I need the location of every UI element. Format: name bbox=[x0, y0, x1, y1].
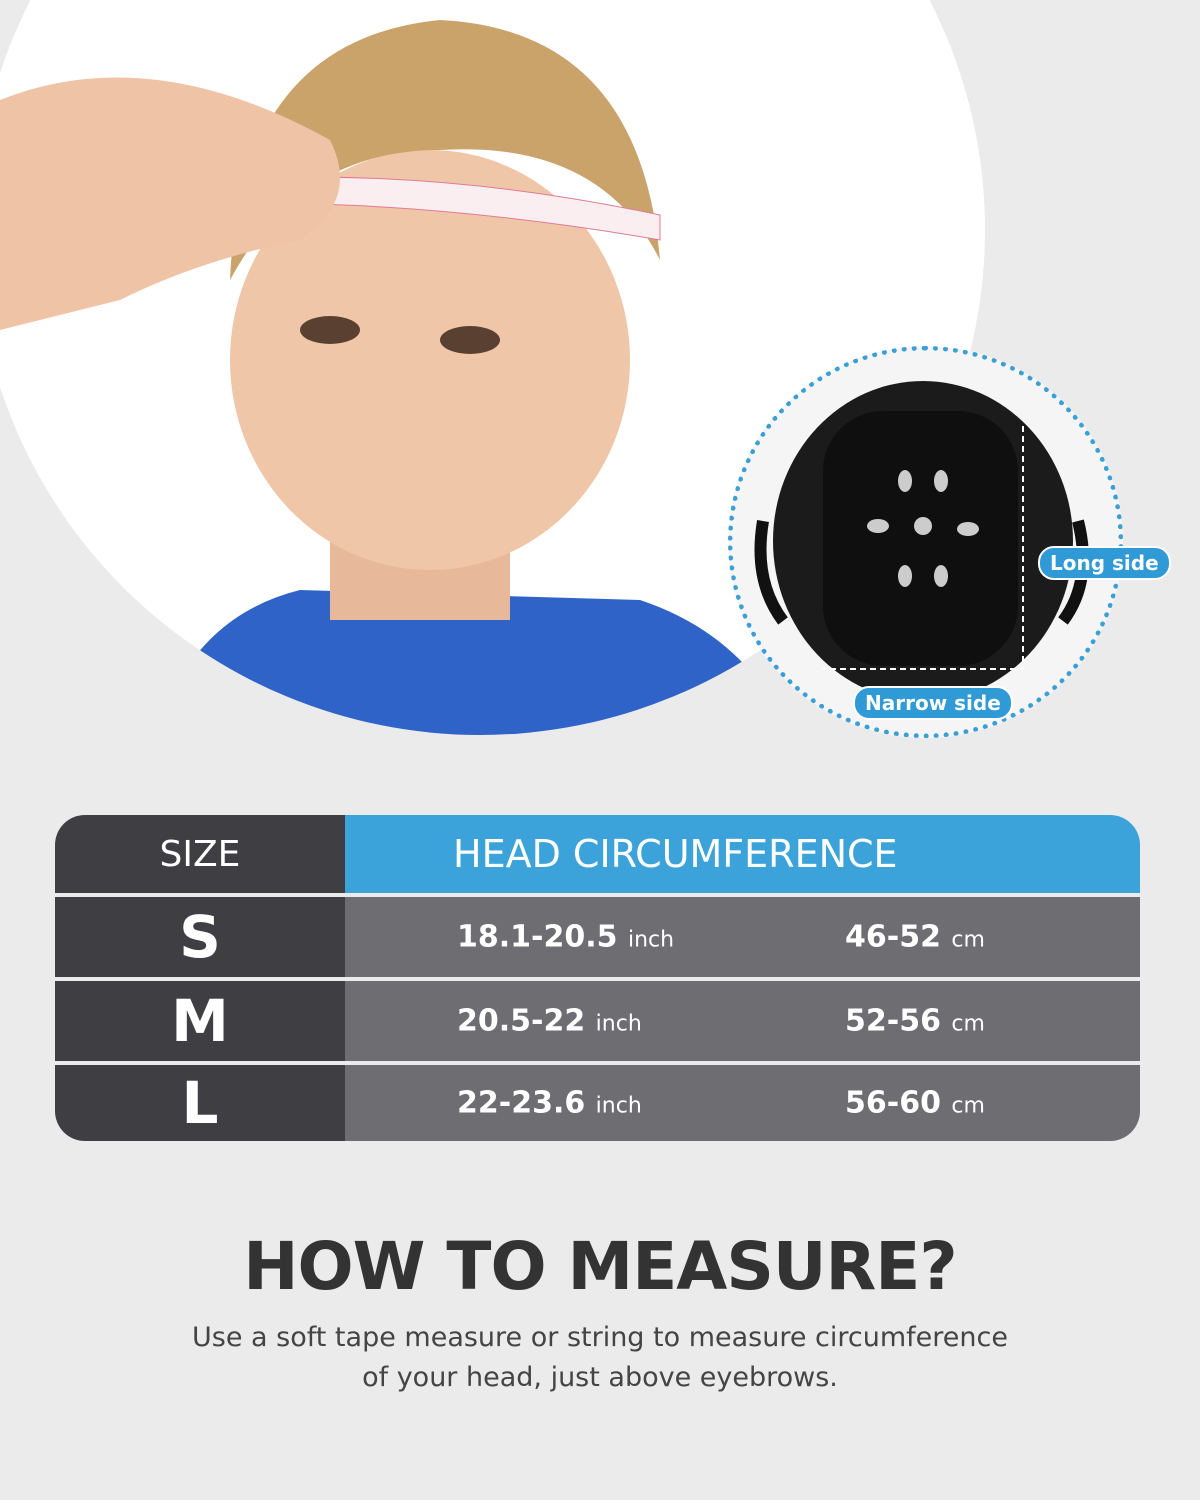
table-header: SIZE HEAD CIRCUMFERENCE bbox=[55, 815, 1140, 893]
size-header: SIZE bbox=[55, 815, 345, 893]
narrow-side-label: Narrow side bbox=[853, 686, 1013, 720]
child-face bbox=[230, 150, 630, 570]
cm-value: 46-52 cm bbox=[845, 919, 985, 955]
size-cell: L bbox=[55, 1065, 345, 1141]
blue-shirt bbox=[156, 590, 791, 735]
measure-guide bbox=[823, 426, 1024, 670]
table-row: L 22-23.6 inch 56-60 cm bbox=[55, 1065, 1140, 1141]
circumference-header: HEAD CIRCUMFERENCE bbox=[345, 815, 1140, 893]
child-hair bbox=[230, 20, 660, 280]
how-to-measure-instructions: Use a soft tape measure or string to mea… bbox=[192, 1322, 1008, 1393]
how-to-measure-title: HOW TO MEASURE? bbox=[243, 1228, 957, 1305]
inch-value: 22-23.6 inch bbox=[457, 1085, 642, 1121]
cm-value: 56-60 cm bbox=[845, 1085, 985, 1121]
table-row: M 20.5-22 inch 52-56 cm bbox=[55, 981, 1140, 1061]
cm-value: 52-56 cm bbox=[845, 1003, 985, 1039]
size-cell: S bbox=[55, 897, 345, 977]
inch-value: 18.1-20.5 inch bbox=[457, 919, 675, 955]
table-row: S 18.1-20.5 inch 46-52 cm bbox=[55, 897, 1140, 977]
child-measuring-head-photo bbox=[0, 20, 791, 735]
long-side-label: Long side bbox=[1038, 546, 1171, 580]
size-cell: M bbox=[55, 981, 345, 1061]
inch-value: 20.5-22 inch bbox=[457, 1003, 642, 1039]
photo-circle bbox=[0, 0, 985, 735]
size-chart-table: SIZE HEAD CIRCUMFERENCE S 18.1-20.5 inch… bbox=[55, 815, 1140, 1145]
helmet-icon bbox=[754, 381, 1089, 701]
helmet-inside-view: Long side Narrow side bbox=[728, 346, 1171, 738]
adult-hand bbox=[0, 77, 340, 330]
